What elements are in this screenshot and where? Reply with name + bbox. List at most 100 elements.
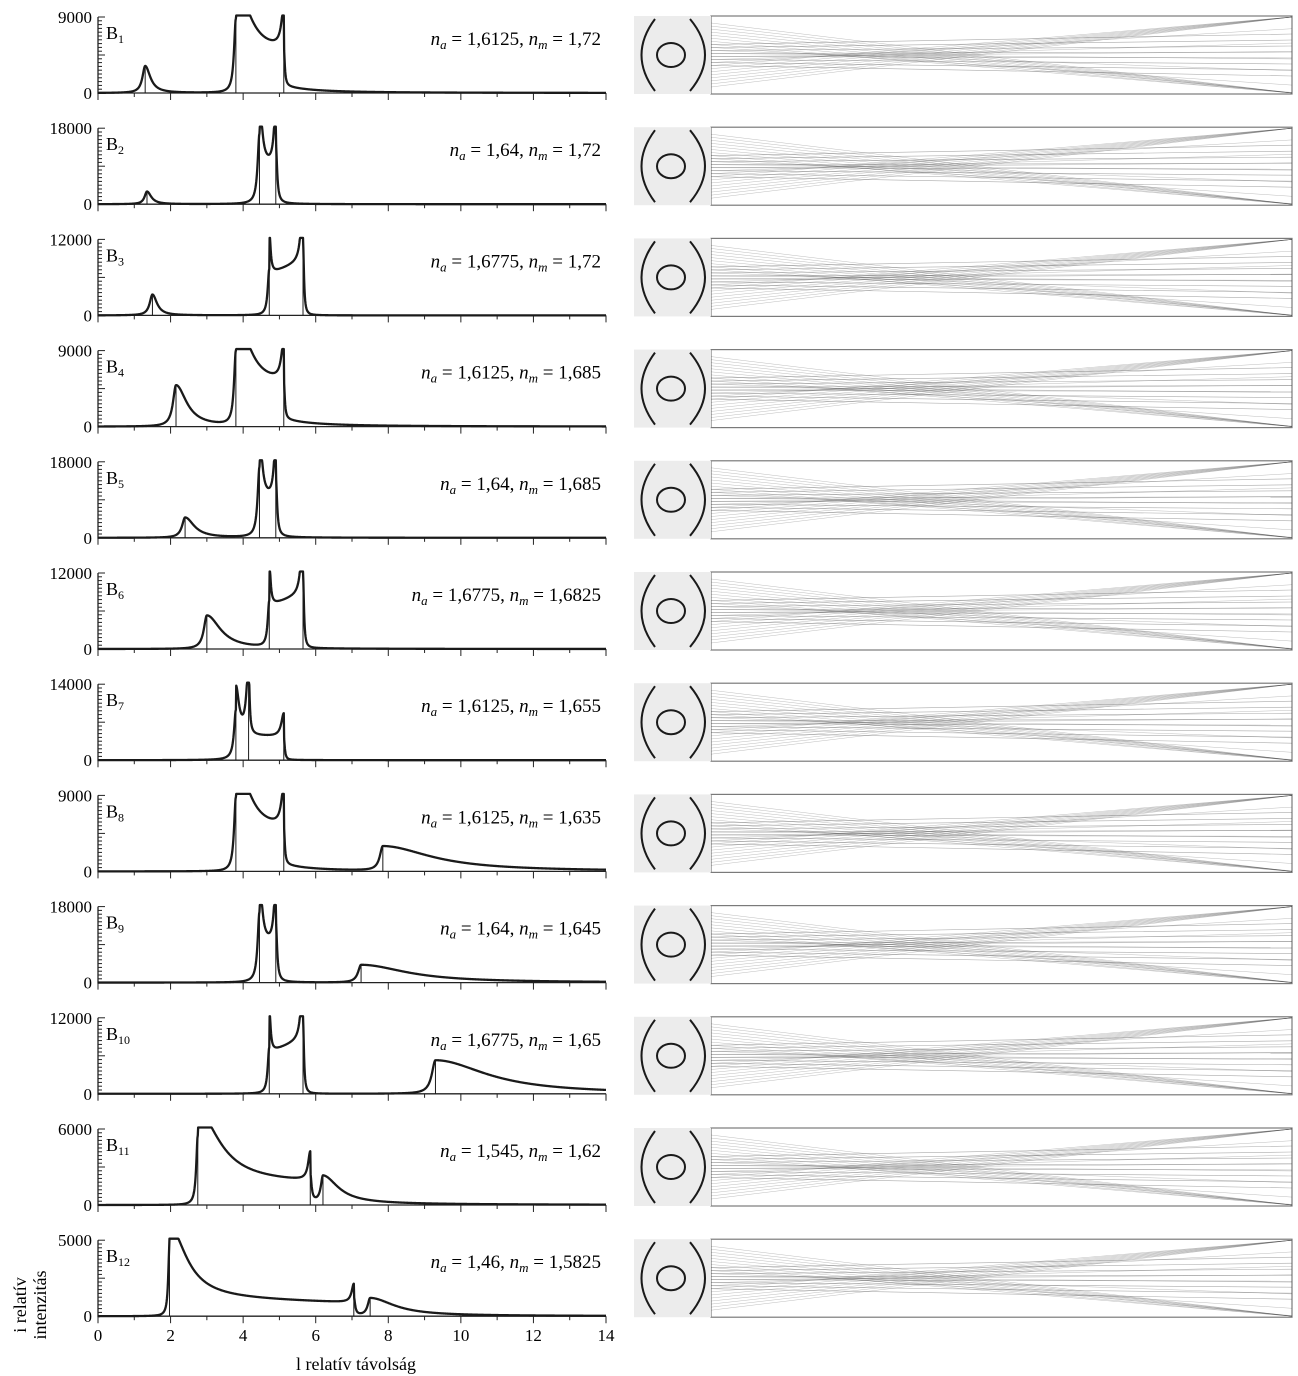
ray	[710, 822, 1293, 872]
ray	[710, 718, 1293, 724]
ray	[710, 692, 1293, 761]
ray	[710, 272, 1293, 294]
lens-core	[656, 820, 686, 847]
lens-right-surface	[689, 685, 706, 759]
ray	[710, 732, 1293, 744]
ray	[710, 1239, 1293, 1299]
ray	[710, 461, 1293, 530]
ray	[710, 127, 1293, 187]
intensity-curve	[97, 347, 607, 428]
lens-right-surface	[689, 574, 706, 648]
ray	[710, 385, 1293, 388]
ray	[710, 41, 1293, 94]
ray	[710, 59, 1293, 65]
ray	[710, 1274, 1293, 1277]
ray	[710, 942, 1293, 949]
ray	[710, 144, 1293, 156]
ray	[710, 25, 1293, 94]
ray	[710, 239, 1293, 298]
lens-right-surface	[689, 18, 706, 92]
ray	[710, 807, 1293, 872]
ray	[710, 398, 1293, 410]
ray	[710, 376, 1293, 394]
panel-label: B1	[106, 23, 124, 46]
ray	[710, 593, 1293, 649]
ray	[710, 936, 1293, 975]
ray	[710, 1255, 1293, 1317]
ray	[710, 176, 1293, 188]
ray	[710, 379, 1293, 385]
ray	[710, 287, 1293, 299]
ray	[710, 933, 1293, 983]
ray	[710, 1153, 1293, 1206]
lens-region	[634, 1128, 711, 1206]
ray	[710, 906, 1293, 968]
lens-right-surface	[689, 1019, 706, 1093]
ray	[710, 51, 1293, 54]
panel-b10: 12000 0 B10 na = 1,6775, nm = 1,65	[50, 1009, 1293, 1104]
ray	[710, 801, 1293, 872]
ray	[710, 795, 1293, 857]
ray	[710, 906, 1293, 962]
intensity-curve	[97, 459, 607, 539]
ray	[710, 28, 1293, 63]
ray	[710, 39, 1293, 48]
y-axis-label-line1: i relatív	[10, 1277, 30, 1332]
ray	[710, 601, 1293, 607]
ray	[710, 1266, 1293, 1284]
intensity-curve	[97, 1015, 607, 1095]
intensity-curve	[97, 14, 607, 94]
ray	[710, 254, 1293, 316]
ray	[710, 1151, 1293, 1160]
ray	[710, 482, 1293, 538]
ray	[710, 589, 1293, 601]
ray	[710, 718, 1293, 722]
ray	[710, 1023, 1293, 1095]
y-tick-label: 6000	[58, 1120, 92, 1139]
ray	[710, 1128, 1293, 1178]
ray-diagram	[634, 460, 1293, 540]
ray	[710, 683, 1293, 740]
ray	[710, 392, 1293, 398]
ray	[710, 1274, 1293, 1280]
ray	[710, 1060, 1293, 1066]
lens-left-surface	[640, 1019, 656, 1093]
ray	[710, 572, 1293, 625]
ray	[710, 1162, 1293, 1183]
ray	[710, 1128, 1293, 1200]
ray	[710, 143, 1293, 205]
lens-left-surface	[640, 18, 656, 92]
ray	[710, 239, 1293, 295]
ray	[710, 1145, 1293, 1157]
parameter-text: na = 1,6125, nm = 1,685	[421, 363, 601, 386]
ray	[710, 154, 1293, 172]
ray	[710, 16, 1293, 69]
ray	[710, 795, 1293, 863]
ray	[710, 830, 1293, 833]
ray	[710, 496, 1293, 502]
ray	[710, 587, 1293, 650]
ray	[710, 155, 1293, 205]
y-tick-label: 12000	[50, 230, 93, 249]
panel-label: B12	[106, 1246, 130, 1269]
ray	[710, 700, 1293, 712]
ray	[710, 683, 1293, 752]
y-tick-label: 0	[84, 418, 93, 437]
intensity-curve	[97, 1126, 607, 1207]
ray	[710, 470, 1293, 539]
ray	[710, 1171, 1293, 1177]
ray	[710, 607, 1293, 613]
ray	[710, 356, 1293, 427]
ray	[710, 62, 1293, 71]
lens-core	[656, 42, 686, 68]
intensity-curve	[97, 1237, 607, 1318]
ray	[710, 284, 1293, 293]
ray	[710, 1146, 1293, 1206]
ray	[710, 1047, 1293, 1087]
ray	[710, 906, 1293, 977]
ray	[710, 831, 1293, 838]
ray	[710, 906, 1293, 956]
ray	[710, 906, 1293, 971]
lens-core	[656, 1154, 686, 1180]
ray	[710, 133, 1293, 205]
